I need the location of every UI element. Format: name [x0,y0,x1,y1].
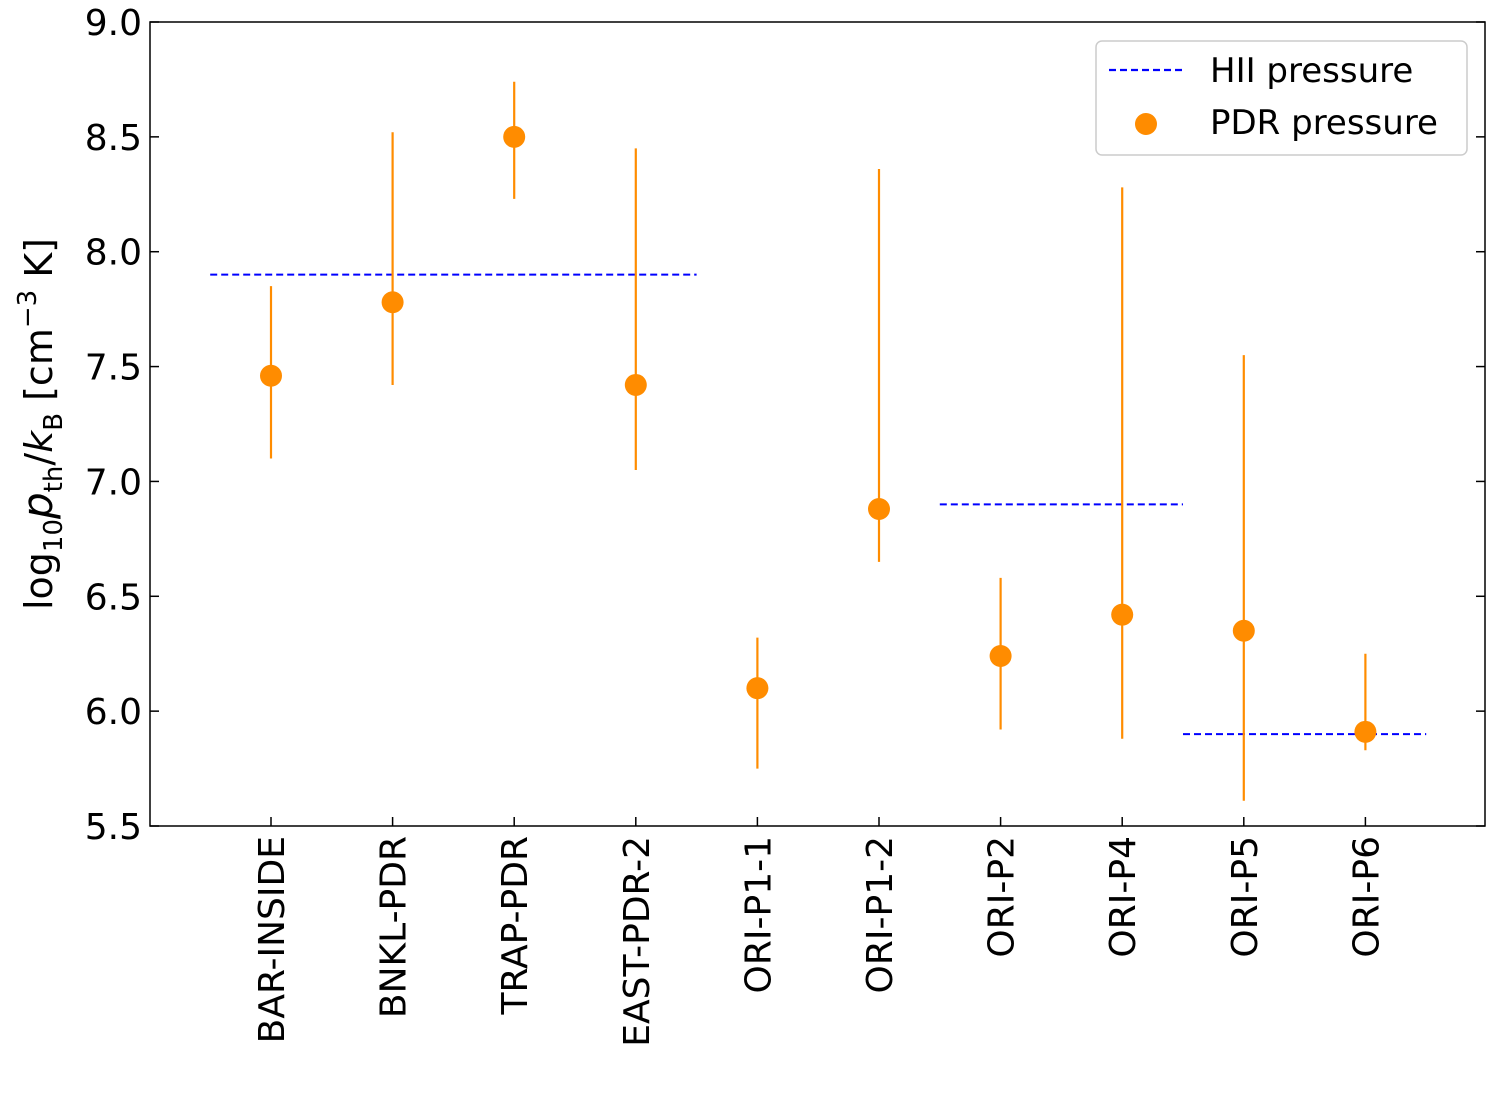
x-tick-label: ORI-P2 [982,836,1023,958]
pdr-point [1354,720,1377,743]
pdr-point [260,364,282,387]
x-tick-label: ORI-P1-2 [860,836,901,993]
x-tick-label: ORI-P4 [1103,836,1144,958]
y-tick-label: 9.0 [85,3,142,44]
plot-area [210,81,1427,801]
legend-pdr-marker [1135,113,1157,135]
pdr-point [1111,603,1134,626]
x-tick-label: BAR-INSIDE [252,836,293,1043]
x-axis: BAR-INSIDE BNKL-PDR TRAP-PDR EAST-PDR-2 ORI-… [252,817,1387,1047]
y-tick-label: 6.0 [85,692,142,733]
x-tick-label: BNKL-PDR [374,836,415,1018]
y-tick-label: 7.5 [85,348,142,389]
y-tick-label: 8.5 [85,118,142,159]
x-tick-label: ORI-P1-1 [738,836,779,993]
y-tick-label: 6.5 [85,577,142,618]
pdr-point [746,677,769,700]
legend-pdr-label: PDR pressure [1210,103,1438,143]
pdr-point [381,291,404,314]
y-tick-label: 8.0 [85,233,142,274]
x-tick-label: ORI-P6 [1346,836,1387,958]
x-tick-label: ORI-P5 [1225,836,1266,958]
legend-box [1095,40,1468,156]
y-axis: 5.5 6.0 6.5 7.0 7.5 8.0 8.5 9.0 [85,3,1485,848]
legend-hii-label: HII pressure [1210,51,1413,91]
y-axis-title: log10pth/kB [cm−3 K] [13,238,69,610]
x-tick-label: TRAP-PDR [495,836,536,1016]
pdr-point [868,497,890,520]
y-tick-label: 5.5 [85,807,142,848]
legend: HII pressure PDR pressure [1095,40,1468,156]
pdr-point [989,645,1012,668]
pdr-point [624,373,647,396]
x-tick-label: EAST-PDR-2 [617,836,658,1047]
pdr-point [1232,619,1255,642]
pdr-point [503,125,526,148]
plot-frame [149,21,1486,827]
y-tick-label: 7.0 [85,462,142,503]
